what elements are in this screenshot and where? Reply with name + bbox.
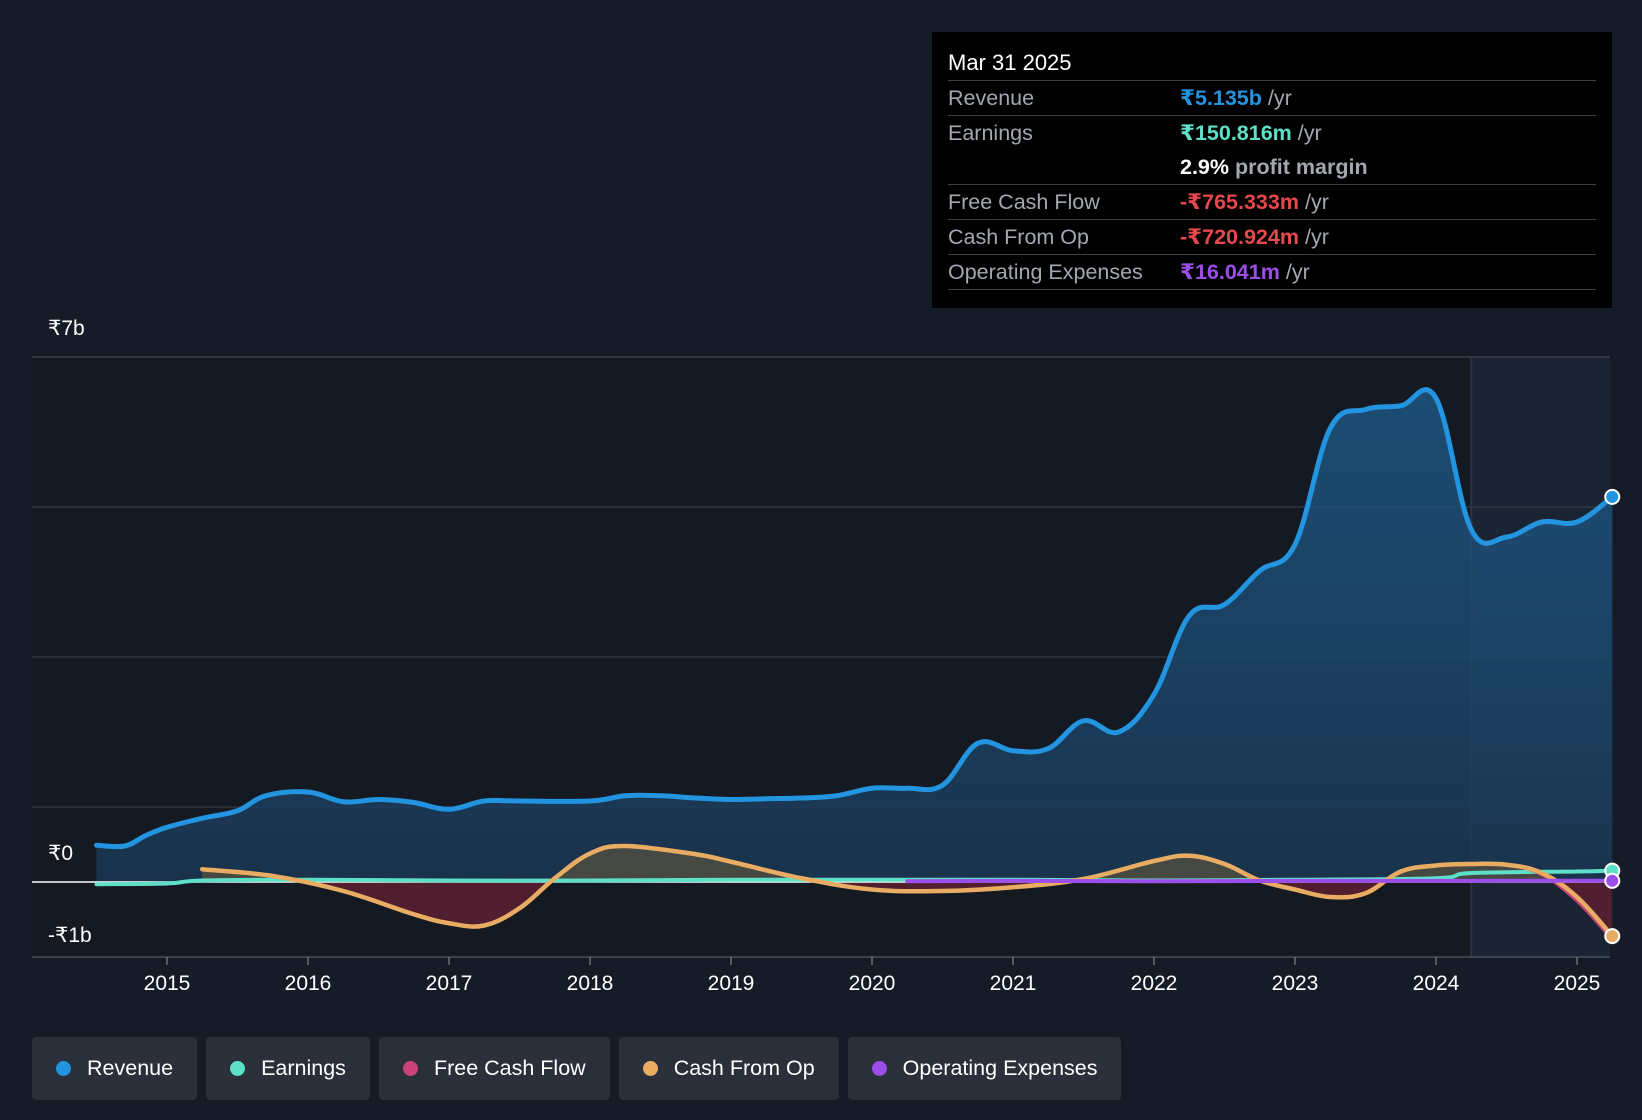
tooltip-margin-value: 2.9% <box>1180 154 1230 179</box>
legend-label: Free Cash Flow <box>433 1056 586 1080</box>
x-tick-label: 2020 <box>849 972 896 995</box>
x-tick-label: 2024 <box>1413 972 1460 995</box>
tooltip-earnings-value: ₹150.816m <box>1180 120 1292 145</box>
legend-item-earnings[interactable]: Earnings <box>206 1037 370 1100</box>
tooltip-label: Earnings <box>948 120 1033 145</box>
tooltip-label: Operating Expenses <box>948 259 1143 284</box>
tooltip-row-revenue: Revenue ₹5.135b /yr <box>948 80 1596 115</box>
cfo-negative-area <box>202 882 1613 937</box>
tooltip-panel: Mar 31 2025 Revenue ₹5.135b /yr Earnings… <box>932 32 1612 308</box>
x-tick-label: 2022 <box>1131 972 1178 995</box>
legend-label: Revenue <box>87 1056 174 1080</box>
tooltip-row-earnings: Earnings ₹150.816m /yr <box>948 115 1596 150</box>
x-tick-label: 2025 <box>1554 972 1601 995</box>
tooltip-opex-value: ₹16.041m <box>1180 259 1280 284</box>
earnings-dot-icon <box>230 1061 246 1076</box>
revenue-dot-icon <box>56 1061 71 1076</box>
chart-area: ₹7b ₹0 -₹1b 2015 2016 2017 2018 2019 2020 2021 202… <box>32 317 1621 995</box>
earnings-line <box>94 868 1615 887</box>
tooltip-date: Mar 31 2025 <box>948 50 1072 75</box>
x-tick-label: 2015 <box>144 972 191 995</box>
cfo-positive-area <box>202 845 1613 882</box>
tooltip-unit: /yr <box>1267 85 1292 110</box>
tooltip-label: Cash From Op <box>948 224 1089 249</box>
revenue-line <box>94 387 1615 850</box>
tooltip-unit: /yr <box>1297 120 1322 145</box>
x-tick-label: 2021 <box>990 972 1037 995</box>
legend-label: Cash From Op <box>673 1056 815 1080</box>
tooltip-row-cfo: Cash From Op -₹720.924m /yr <box>948 219 1596 254</box>
y-tick-label: -₹1b <box>48 924 92 947</box>
cfo-line <box>200 843 1615 939</box>
revenue-end-marker <box>1604 488 1621 505</box>
legend-item-operating-expenses[interactable]: Operating Expenses <box>847 1037 1122 1100</box>
cfo-end-marker <box>1604 928 1621 945</box>
x-tick-label: 2019 <box>708 972 755 995</box>
tooltip-unit: /yr <box>1285 259 1310 284</box>
financial-chart: ₹7b ₹0 -₹1b 2015 2016 2017 2018 2019 2020 2021 202… <box>32 317 1621 995</box>
revenue-area <box>96 389 1613 882</box>
legend-item-revenue[interactable]: Revenue <box>32 1037 198 1100</box>
legend-label: Operating Expenses <box>902 1056 1098 1080</box>
tooltip-label: Free Cash Flow <box>948 189 1100 214</box>
tooltip-row-opex: Operating Expenses ₹16.041m /yr <box>948 254 1596 290</box>
x-tick-label: 2018 <box>567 972 614 995</box>
x-tick-label: 2023 <box>1272 972 1319 995</box>
y-tick-label: ₹0 <box>48 842 73 865</box>
x-tick-label: 2017 <box>426 972 473 995</box>
tooltip-fcf-value: -₹765.333m <box>1180 189 1299 214</box>
tooltip-row-margin: 2.9% profit margin <box>948 150 1596 184</box>
tooltip-unit: /yr <box>1304 189 1329 214</box>
legend: Revenue Earnings Free Cash Flow Cash Fro… <box>32 1037 1122 1100</box>
cfo-dot-icon <box>642 1061 658 1076</box>
fcf-dot-icon <box>402 1061 418 1076</box>
tooltip-revenue-value: ₹5.135b <box>1180 85 1262 110</box>
legend-item-free-cash-flow[interactable]: Free Cash Flow <box>378 1037 610 1100</box>
legend-item-cash-from-op[interactable]: Cash From Op <box>618 1037 839 1100</box>
tooltip-margin-text: profit margin <box>1235 154 1368 179</box>
opex-dot-icon <box>871 1061 887 1076</box>
x-tick-label: 2016 <box>285 972 332 995</box>
opex-end-marker <box>1604 872 1621 889</box>
tooltip-unit: /yr <box>1304 224 1329 249</box>
y-tick-label: ₹7b <box>48 317 85 340</box>
tooltip-label: Revenue <box>948 85 1035 110</box>
tooltip-cfo-value: -₹720.924m <box>1180 224 1299 249</box>
tooltip-row-fcf: Free Cash Flow -₹765.333m /yr <box>948 184 1596 219</box>
legend-label: Earnings <box>261 1056 346 1080</box>
